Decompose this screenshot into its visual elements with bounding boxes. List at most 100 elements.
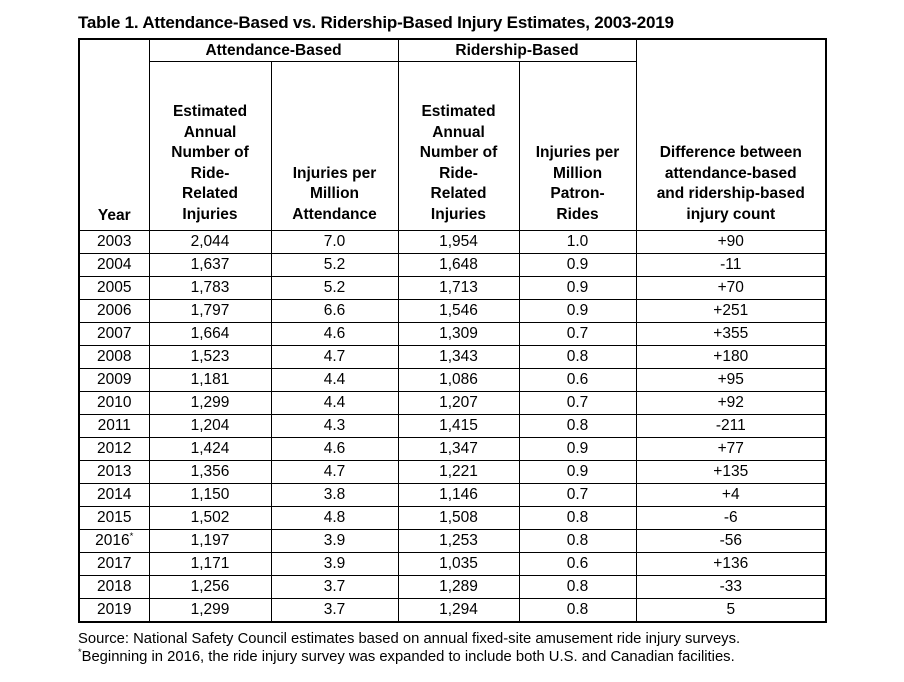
table-row: 2011 1,204 4.3 1,415 0.8 -211 xyxy=(78,414,827,438)
attendance-rate-cell: 6.6 xyxy=(270,299,399,323)
ridership-rate-cell: 0.9 xyxy=(518,437,637,461)
attendance-injuries-cell: 1,783 xyxy=(148,276,272,300)
col-header-difference: Difference between attendance-based and … xyxy=(635,38,827,231)
col-header-ridership-injuries: Estimated Annual Number of Ride- Related… xyxy=(397,61,520,231)
attendance-injuries-cell: 1,256 xyxy=(148,575,272,599)
year-footnote-marker: * xyxy=(129,530,134,542)
attendance-rate-cell: 4.3 xyxy=(270,414,399,438)
ridership-rate-cell: 0.6 xyxy=(518,552,637,576)
col-header-attendance-rate: Injuries per Million Attendance xyxy=(270,61,399,231)
ridership-rate-cell: 0.8 xyxy=(518,575,637,599)
ridership-injuries-cell: 1,146 xyxy=(397,483,520,507)
attendance-rate-cell: 4.4 xyxy=(270,391,399,415)
table-body: 2003 2,044 7.0 1,954 1.0 +90 2004 1,637 5.2 1,648… xyxy=(78,230,827,623)
ridership-injuries-cell: 1,648 xyxy=(397,253,520,277)
difference-cell: +90 xyxy=(635,230,827,254)
ridership-rate-cell: 0.9 xyxy=(518,299,637,323)
attendance-injuries-cell: 1,197 xyxy=(148,529,272,553)
table-row: 2005 1,783 5.2 1,713 0.9 +70 xyxy=(78,276,827,300)
year-cell: 2007 xyxy=(78,322,150,346)
attendance-injuries-cell: 1,299 xyxy=(148,598,272,623)
footnote: *Beginning in 2016, the ride injury surv… xyxy=(78,648,838,666)
year-cell: 2014 xyxy=(78,483,150,507)
table-row: 2013 1,356 4.7 1,221 0.9 +135 xyxy=(78,460,827,484)
attendance-rate-cell: 4.8 xyxy=(270,506,399,530)
attendance-injuries-cell: 1,171 xyxy=(148,552,272,576)
table-row: 2006 1,797 6.6 1,546 0.9 +251 xyxy=(78,299,827,323)
attendance-injuries-cell: 1,424 xyxy=(148,437,272,461)
table-row: 2009 1,181 4.4 1,086 0.6 +95 xyxy=(78,368,827,392)
year-cell: 2011 xyxy=(78,414,150,438)
year-cell: 2013 xyxy=(78,460,150,484)
attendance-injuries-cell: 1,502 xyxy=(148,506,272,530)
ridership-rate-cell: 0.9 xyxy=(518,253,637,277)
ridership-rate-cell: 0.8 xyxy=(518,345,637,369)
table-row: 2017 1,171 3.9 1,035 0.6 +136 xyxy=(78,552,827,576)
table-footer: Source: National Safety Council estimate… xyxy=(78,630,838,667)
attendance-injuries-cell: 1,664 xyxy=(148,322,272,346)
table-row: 2007 1,664 4.6 1,309 0.7 +355 xyxy=(78,322,827,346)
difference-cell: +95 xyxy=(635,368,827,392)
table-row: 2015 1,502 4.8 1,508 0.8 -6 xyxy=(78,506,827,530)
year-cell: 2008 xyxy=(78,345,150,369)
attendance-rate-cell: 5.2 xyxy=(270,253,399,277)
attendance-rate-cell: 3.7 xyxy=(270,598,399,623)
year-cell: 2019 xyxy=(78,598,150,623)
table-header: Year Attendance-Based Ridership-Based Di… xyxy=(78,38,827,231)
year-cell: 2010 xyxy=(78,391,150,415)
year-cell: 2009 xyxy=(78,368,150,392)
ridership-rate-cell: 0.8 xyxy=(518,414,637,438)
attendance-rate-cell: 4.7 xyxy=(270,460,399,484)
difference-cell: -6 xyxy=(635,506,827,530)
page: Table 1. Attendance-Based vs. Ridership-… xyxy=(78,13,838,667)
difference-cell: +70 xyxy=(635,276,827,300)
year-cell: 2005 xyxy=(78,276,150,300)
col-header-year: Year xyxy=(78,38,150,231)
table-row: 2008 1,523 4.7 1,343 0.8 +180 xyxy=(78,345,827,369)
ridership-injuries-cell: 1,086 xyxy=(397,368,520,392)
attendance-rate-cell: 4.4 xyxy=(270,368,399,392)
group-header-attendance-based: Attendance-Based xyxy=(148,38,399,62)
table-row: 2019 1,299 3.7 1,294 0.8 5 xyxy=(78,598,827,623)
col-header-attendance-injuries: Estimated Annual Number of Ride- Related… xyxy=(148,61,272,231)
table-row: 2016* 1,197 3.9 1,253 0.8 -56 xyxy=(78,529,827,553)
ridership-rate-cell: 0.8 xyxy=(518,529,637,553)
ridership-injuries-cell: 1,713 xyxy=(397,276,520,300)
attendance-injuries-cell: 1,204 xyxy=(148,414,272,438)
attendance-rate-cell: 4.6 xyxy=(270,322,399,346)
ridership-rate-cell: 0.8 xyxy=(518,598,637,623)
difference-cell: +77 xyxy=(635,437,827,461)
attendance-injuries-cell: 2,044 xyxy=(148,230,272,254)
year-cell: 2006 xyxy=(78,299,150,323)
column-header-row: Estimated Annual Number of Ride- Related… xyxy=(79,61,826,231)
ridership-injuries-cell: 1,289 xyxy=(397,575,520,599)
ridership-rate-cell: 0.8 xyxy=(518,506,637,530)
group-header-row: Year Attendance-Based Ridership-Based Di… xyxy=(78,38,827,231)
attendance-rate-cell: 4.7 xyxy=(270,345,399,369)
difference-cell: -11 xyxy=(635,253,827,277)
ridership-rate-cell: 0.7 xyxy=(518,391,637,415)
ridership-rate-cell: 0.9 xyxy=(518,460,637,484)
attendance-rate-cell: 3.9 xyxy=(270,552,399,576)
attendance-injuries-cell: 1,797 xyxy=(148,299,272,323)
source-note: Source: National Safety Council estimate… xyxy=(78,631,741,647)
difference-cell: +136 xyxy=(635,552,827,576)
footnote-text: Beginning in 2016, the ride injury surve… xyxy=(81,649,735,666)
ridership-rate-cell: 0.7 xyxy=(518,322,637,346)
table-row: 2003 2,044 7.0 1,954 1.0 +90 xyxy=(78,230,827,254)
attendance-rate-cell: 3.7 xyxy=(270,575,399,599)
ridership-rate-cell: 0.7 xyxy=(518,483,637,507)
difference-cell: +135 xyxy=(635,460,827,484)
ridership-injuries-cell: 1,954 xyxy=(397,230,520,254)
footnote-marker: * xyxy=(78,647,82,658)
table-row: 2014 1,150 3.8 1,146 0.7 +4 xyxy=(78,483,827,507)
attendance-injuries-cell: 1,150 xyxy=(148,483,272,507)
table-row: 2004 1,637 5.2 1,648 0.9 -11 xyxy=(78,253,827,277)
ridership-injuries-cell: 1,415 xyxy=(397,414,520,438)
ridership-injuries-cell: 1,035 xyxy=(397,552,520,576)
attendance-rate-cell: 3.8 xyxy=(270,483,399,507)
ridership-injuries-cell: 1,207 xyxy=(397,391,520,415)
difference-cell: -33 xyxy=(635,575,827,599)
ridership-injuries-cell: 1,508 xyxy=(397,506,520,530)
ridership-rate-cell: 0.9 xyxy=(518,276,637,300)
